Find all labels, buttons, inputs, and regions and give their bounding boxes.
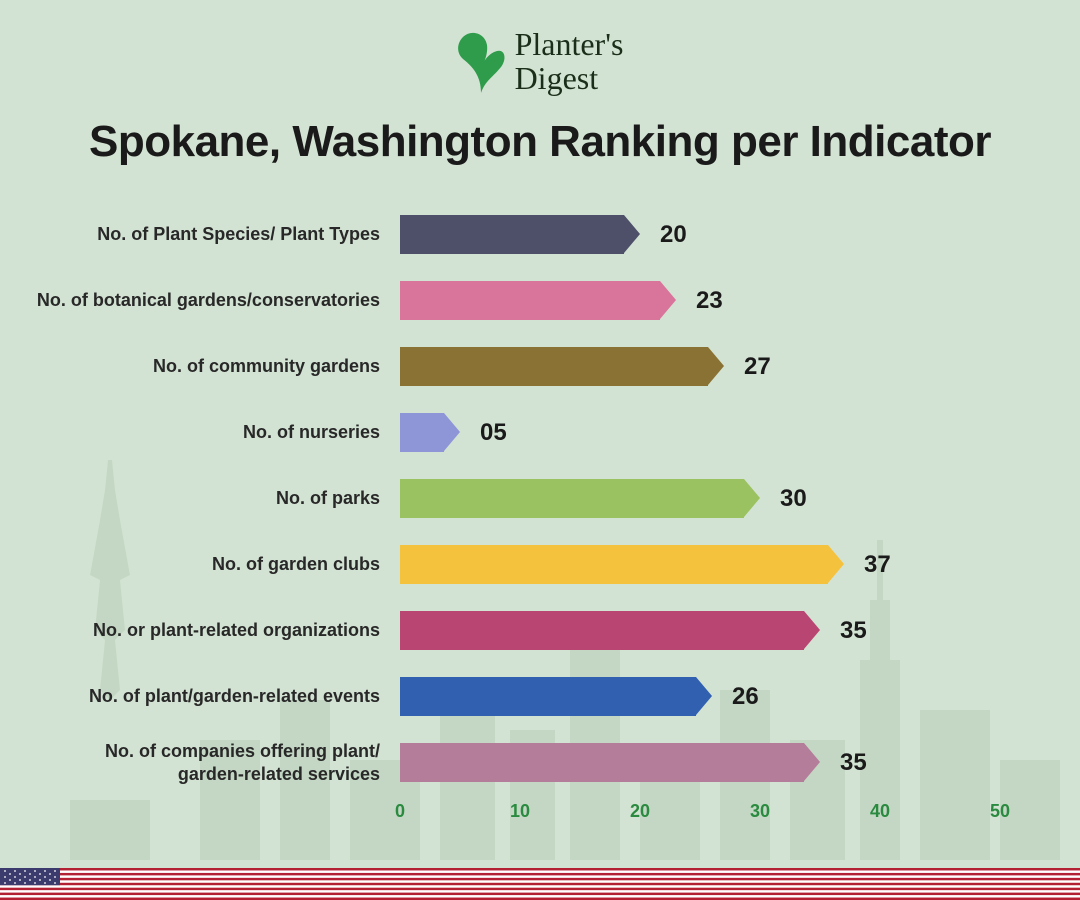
bar-label: No. of parks (0, 487, 400, 510)
x-axis: 01020304050 (400, 801, 1080, 831)
bar-row: No. of botanical gardens/conservatories 2… (0, 273, 1000, 328)
bar-arrow (444, 413, 460, 451)
bar-row: No. of Plant Species/ Plant Types 20 (0, 207, 1000, 262)
bar-value: 35 (820, 611, 867, 650)
bar-arrow (804, 743, 820, 781)
bar-track: 27 (400, 347, 1000, 386)
bar (400, 743, 804, 782)
bar (400, 281, 660, 320)
bar-arrow (828, 545, 844, 583)
bar-label: No. of garden clubs (0, 553, 400, 576)
bar-row: No. of community gardens 27 (0, 339, 1000, 394)
x-tick: 10 (510, 801, 530, 822)
bar-label: No. of community gardens (0, 355, 400, 378)
bar-label: No. of plant/garden-related events (0, 685, 400, 708)
bar (400, 611, 804, 650)
bar-track: 30 (400, 479, 1000, 518)
bar-row: No. of garden clubs 37 (0, 537, 1000, 592)
bar-label: No. of companies offering plant/garden-r… (0, 740, 400, 785)
bar (400, 545, 828, 584)
bar-row: No. of parks 30 (0, 471, 1000, 526)
brand-name: Planter's Digest (515, 28, 624, 95)
bar-arrow (660, 281, 676, 319)
brand-line2: Digest (515, 62, 624, 96)
bar-arrow (744, 479, 760, 517)
bar (400, 677, 696, 716)
bar-track: 23 (400, 281, 1000, 320)
bar-row: No. of plant/garden-related events 26 (0, 669, 1000, 724)
x-tick: 30 (750, 801, 770, 822)
bar-arrow (708, 347, 724, 385)
x-tick: 40 (870, 801, 890, 822)
bar-track: 37 (400, 545, 1000, 584)
bar-track: 26 (400, 677, 1000, 716)
bar-track: 20 (400, 215, 1000, 254)
bar-arrow (624, 215, 640, 253)
bar-row: No. of nurseries 05 (0, 405, 1000, 460)
bar-row: No. of companies offering plant/garden-r… (0, 735, 1000, 790)
bar-value: 23 (676, 281, 723, 320)
bar-value: 37 (844, 545, 891, 584)
bar-value: 26 (712, 677, 759, 716)
bar (400, 479, 744, 518)
bar-row: No. or plant-related organizations 35 (0, 603, 1000, 658)
brand-logo: Planter's Digest (0, 0, 1080, 95)
ranking-bar-chart: No. of Plant Species/ Plant Types20No. o… (0, 207, 1000, 790)
bar-label: No. of Plant Species/ Plant Types (0, 223, 400, 246)
bar-value: 05 (460, 413, 507, 452)
x-tick: 20 (630, 801, 650, 822)
leaf-icon (457, 31, 505, 93)
bar (400, 215, 624, 254)
bar-label: No. or plant-related organizations (0, 619, 400, 642)
bar-track: 35 (400, 743, 1000, 782)
bar-value: 35 (820, 743, 867, 782)
bar-track: 35 (400, 611, 1000, 650)
bar-arrow (804, 611, 820, 649)
x-tick: 0 (395, 801, 405, 822)
x-tick: 50 (990, 801, 1010, 822)
bar-track: 05 (400, 413, 1000, 452)
us-flag (0, 868, 1080, 900)
bar-value: 27 (724, 347, 771, 386)
bar-arrow (696, 677, 712, 715)
bar (400, 413, 444, 452)
bar-value: 30 (760, 479, 807, 518)
bar-label: No. of botanical gardens/conservatories (0, 289, 400, 312)
bar (400, 347, 708, 386)
bar-value: 20 (640, 215, 687, 254)
page-title: Spokane, Washington Ranking per Indicato… (0, 117, 1080, 167)
bar-label: No. of nurseries (0, 421, 400, 444)
brand-line1: Planter's (515, 28, 624, 62)
